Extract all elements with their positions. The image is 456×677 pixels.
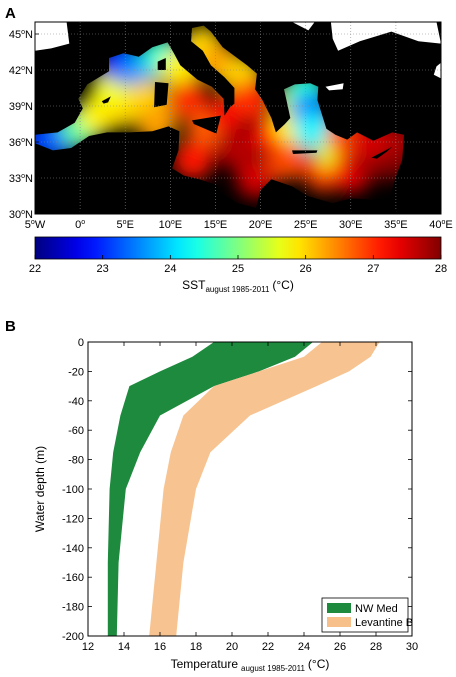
land-masks [35, 22, 441, 159]
map-xtick-label-0: 5oW [25, 219, 46, 231]
marmara-white-area [325, 83, 344, 91]
map-xtick-label-3: 10oE [159, 219, 183, 231]
map-xtick-label-4: 15oE [204, 219, 228, 231]
map-ytick-label-4: 42oN [9, 65, 33, 77]
sst-sample-23 [267, 140, 308, 180]
legend-swatch-1 [327, 617, 351, 627]
map-ytick-label-5: 45oN [9, 29, 33, 41]
crete-land [292, 150, 318, 154]
plot-ytick-label-6: -120 [62, 513, 84, 525]
legend-label-1: Levantine B [355, 617, 413, 629]
plot-axis-ticks: 12 14 16 18 20 22 24 26 28 30 0 -20 -40 -60 -80 -100 -12… [62, 337, 418, 653]
plot-ytick-label-3: -60 [68, 425, 84, 437]
plot-xtick-label-5: 22 [262, 641, 274, 653]
plot-xtick-label-6: 24 [298, 641, 310, 653]
colorbar-label: SSTaugust 1985-2011 (°C) [182, 278, 294, 294]
legend: NW Med Levantine B [321, 597, 413, 633]
plot-xtick-label-8: 28 [370, 641, 382, 653]
plot-xtick-label-2: 16 [154, 641, 166, 653]
plot-ytick-label-1: -20 [68, 366, 84, 378]
plot-ytick-label-8: -160 [62, 572, 84, 584]
plot-xtick-label-4: 20 [226, 641, 238, 653]
colorbar: 22 23 24 25 26 27 28 SSTaugust 1985-2011 (°C) [29, 236, 447, 294]
central-europe-white-area [292, 22, 315, 31]
plot-xtick-label-3: 18 [190, 641, 202, 653]
temperature-profile-chart: 12 14 16 18 20 22 24 26 28 30 0 -20 -40 -60 -80 -100 -12… [33, 337, 418, 673]
balearic-land [101, 96, 111, 104]
colorbar-tick-label-2: 24 [164, 263, 176, 275]
colorbar-tick-label-0: 22 [29, 263, 41, 275]
colorbar-tick-label-5: 27 [367, 263, 379, 275]
profile-bands [107, 342, 380, 636]
black-sea-white-area [330, 22, 441, 51]
plot-xtick-label-0: 12 [82, 641, 94, 653]
sicily-land [192, 115, 221, 134]
colorbar-ticks: 22 23 24 25 26 27 28 [29, 255, 447, 275]
colorbar-tick-label-1: 23 [97, 263, 109, 275]
plot-ytick-label-4: -80 [68, 455, 84, 467]
map-xtick-label-9: 40oE [429, 219, 453, 231]
legend-label-0: NW Med [355, 603, 398, 615]
plot-xtick-label-9: 30 [406, 641, 418, 653]
plot-ytick-label-7: -140 [62, 543, 84, 555]
map-xtick-label-2: 5oE [117, 219, 134, 231]
plot-ytick-label-2: -40 [68, 396, 84, 408]
map-ytick-label-1: 33oN [9, 173, 33, 185]
plot-ytick-label-5: -100 [62, 484, 84, 496]
colorbar-tick-label-6: 28 [435, 263, 447, 275]
map-xtick-label-7: 30oE [339, 219, 363, 231]
plot-xtick-label-7: 26 [334, 641, 346, 653]
x-axis-label: Temperature august 1985-2011 (°C) [171, 657, 330, 673]
map-ytick-label-3: 39oN [9, 101, 33, 113]
map-axis-ticks: 5oW 0o 5oE 10oE 15oE 20oE 25oE 30oE 35oE 40oE 30oN… [9, 29, 453, 231]
map-xtick-label-8: 35oE [384, 219, 408, 231]
plot-ytick-label-9: -180 [62, 602, 84, 614]
panel-label-b: B [5, 318, 16, 335]
map-xtick-label-1: 0o [75, 219, 85, 231]
map-ytick-label-2: 36oN [9, 137, 33, 149]
map-frame [34, 21, 442, 215]
plot-xtick-label-1: 14 [118, 641, 130, 653]
band-levantine-b [149, 342, 380, 636]
sardinia-land [154, 82, 169, 108]
plot-ytick-label-0: 0 [78, 337, 84, 349]
sst-map [34, 21, 442, 215]
sst-sample-20 [213, 128, 254, 168]
y-axis-label: Water depth (m) [33, 446, 47, 532]
sst-sample-12 [168, 80, 209, 120]
cyprus-land [371, 146, 393, 159]
atlantic-white-area [35, 22, 70, 51]
sst-sample-19 [172, 140, 213, 180]
colorbar-tick-label-4: 26 [300, 263, 312, 275]
corsica-land [157, 58, 166, 70]
map-xtick-label-5: 20oE [249, 219, 273, 231]
band-nw-med [107, 342, 313, 636]
panel-label-a: A [5, 5, 16, 22]
colorbar-tick-label-3: 25 [232, 263, 244, 275]
legend-swatch-0 [327, 603, 351, 613]
caspian-white-area [433, 62, 441, 79]
map-xtick-label-6: 25oE [294, 219, 318, 231]
map-ytick-label-0: 30oN [9, 209, 33, 221]
plot-ytick-label-10: -200 [62, 631, 84, 643]
